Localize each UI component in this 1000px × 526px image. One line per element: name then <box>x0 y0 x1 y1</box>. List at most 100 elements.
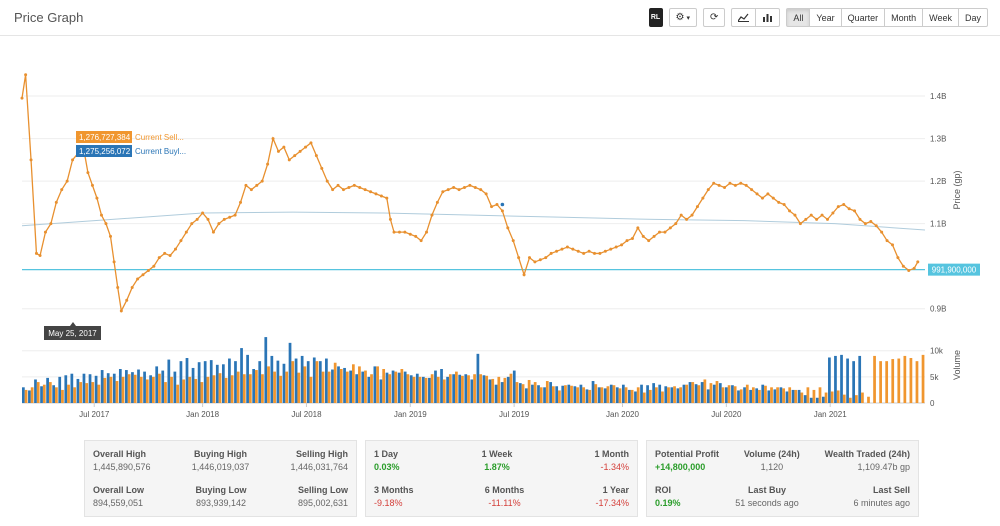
volume-bar-sell <box>127 374 131 403</box>
bar-chart-button[interactable] <box>755 8 781 27</box>
price-point <box>95 196 99 200</box>
volume-bar-sell <box>370 374 373 403</box>
volume-bar-sell <box>133 374 137 403</box>
volume-bar-sell <box>521 384 525 403</box>
settings-button[interactable]: ⚙ ▾ <box>668 8 698 27</box>
trend-line <box>21 211 926 231</box>
volume-bar-buy <box>767 390 771 403</box>
buying-high-value: 1,446,019,037 <box>191 462 250 472</box>
price-point <box>890 243 894 247</box>
range-month-button[interactable]: Month <box>884 8 924 27</box>
volume-bar-buy <box>470 379 474 403</box>
volume-bar-sell <box>188 376 192 403</box>
price-point <box>379 194 383 198</box>
price-point <box>29 158 33 162</box>
volume-bar-buy <box>615 387 619 403</box>
line-chart-button[interactable] <box>731 8 757 27</box>
range-quarter-button[interactable]: Quarter <box>840 8 886 27</box>
price-chart[interactable]: 0.9B 1.1B 1.2B 1.3B 1.4B 0 5k 10k Price (gp) Volu… <box>0 36 1000 436</box>
price-point <box>309 141 313 145</box>
price-point <box>249 188 253 192</box>
volume-bar-buy <box>621 384 625 403</box>
volume-bar-sell <box>455 371 458 403</box>
volume-bar-sell <box>267 366 270 403</box>
price-point <box>452 185 456 189</box>
volume-bar-buy <box>209 360 213 403</box>
price-point <box>652 234 656 238</box>
volume-bar-buy <box>682 384 686 403</box>
volume-bar-sell <box>867 396 870 403</box>
volume-bar-sell <box>327 371 331 403</box>
volume-bar-buy <box>197 362 201 403</box>
price-point <box>271 137 275 141</box>
gear-icon: ⚙ <box>675 12 685 23</box>
price-point <box>104 222 108 226</box>
volume-bar-sell <box>412 376 416 403</box>
volume-bar-sell <box>309 376 313 403</box>
price-point <box>112 260 116 264</box>
change-1year-label: 1 Year <box>602 485 629 495</box>
volume-bar-buy <box>88 374 92 403</box>
volume-bar-sell <box>339 369 343 403</box>
volume-bar-sell <box>830 391 834 403</box>
price-point <box>880 230 884 234</box>
price-point <box>168 254 172 258</box>
price-point <box>695 205 699 209</box>
volume-bar-buy <box>652 383 656 403</box>
volume-bar-buy <box>149 375 152 403</box>
price-point <box>831 211 835 215</box>
tooltip-sell-badge <box>76 131 132 143</box>
volume-bar-sell <box>230 375 234 403</box>
volume-bar-buy <box>137 369 140 403</box>
price-point <box>598 251 602 255</box>
volume-bar-sell <box>861 392 864 403</box>
price-point <box>71 158 75 162</box>
volume-bar-buy <box>391 370 395 403</box>
volume-bar-buy <box>234 361 237 403</box>
volume-bar-sell <box>509 373 513 403</box>
price-point <box>336 183 340 187</box>
range-all-button[interactable]: All <box>786 8 811 27</box>
price-point <box>663 230 667 234</box>
range-day-button[interactable]: Day <box>957 8 988 27</box>
price-tick-label: 1.2B <box>930 177 946 186</box>
volume-bar-sell <box>79 382 83 403</box>
volume-bar-sell <box>618 388 622 403</box>
volume-bar-buy <box>131 372 134 403</box>
roi-label: ROI <box>655 485 672 495</box>
volume-bar-buy <box>743 387 746 403</box>
price-point <box>20 96 24 100</box>
volume-bar-sell <box>812 389 816 403</box>
price-point <box>712 181 716 185</box>
runelite-logo-button[interactable]: RL <box>648 8 663 27</box>
volume-bar-buy <box>506 376 510 403</box>
volume-bar-sell <box>842 394 846 403</box>
volume-bar-buy <box>609 384 613 403</box>
price-point <box>782 203 786 207</box>
tooltip-buy-badge <box>76 145 132 157</box>
price-point <box>647 239 651 243</box>
price-point <box>522 273 526 277</box>
volume-bar-sell <box>351 364 355 403</box>
volume-bar-sell <box>630 389 634 403</box>
range-year-button[interactable]: Year <box>809 8 842 27</box>
stats-panel-change: 1 Day 0.03% 1 Week 1.87% 1 Month -1.34% 3 M… <box>365 440 638 517</box>
price-point <box>60 188 64 192</box>
volume-bar-buy <box>706 389 710 403</box>
volume-bar-buy <box>700 382 704 403</box>
price-point <box>836 205 840 209</box>
volume-bar-sell <box>594 384 598 403</box>
volume-bar-sell <box>170 376 173 403</box>
volume-bar-buy <box>731 385 734 403</box>
price-point <box>733 183 737 187</box>
price-point <box>157 256 161 260</box>
price-point <box>352 183 356 187</box>
volume-bar-sell <box>236 371 240 403</box>
volume-bar-sell <box>539 387 543 403</box>
price-point <box>690 213 694 217</box>
range-week-button[interactable]: Week <box>922 8 959 27</box>
price-point <box>723 185 727 189</box>
volume-bar-buy <box>646 385 649 403</box>
refresh-button[interactable]: ⟳ <box>703 8 726 27</box>
volume-bar-buy <box>403 371 407 403</box>
